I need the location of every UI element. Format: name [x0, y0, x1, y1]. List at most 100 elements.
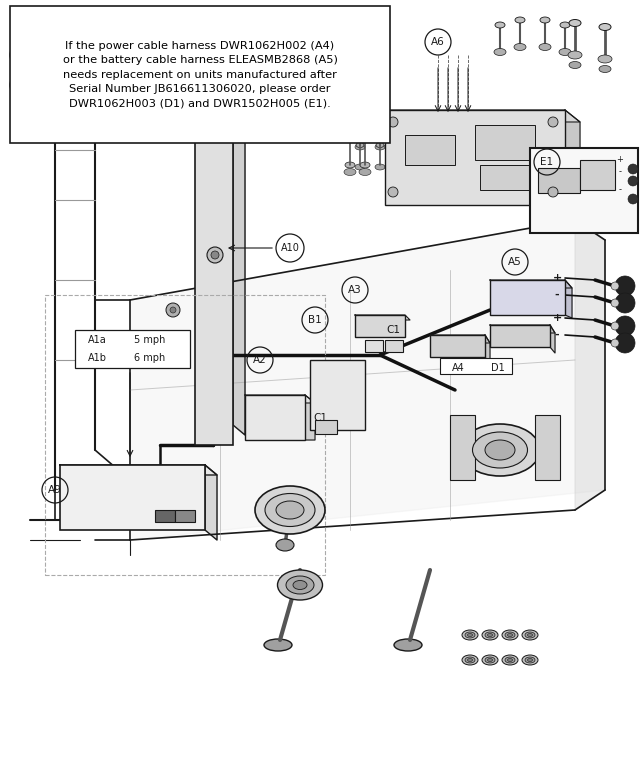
- Ellipse shape: [505, 632, 515, 638]
- Text: A3: A3: [348, 285, 362, 295]
- Ellipse shape: [482, 630, 498, 640]
- Circle shape: [628, 194, 638, 204]
- Polygon shape: [305, 395, 315, 440]
- Ellipse shape: [495, 22, 505, 28]
- Bar: [365, 340, 383, 352]
- Text: 6 mph: 6 mph: [134, 353, 166, 363]
- Text: A2: A2: [253, 355, 267, 365]
- Ellipse shape: [321, 380, 355, 420]
- Ellipse shape: [465, 657, 475, 663]
- Ellipse shape: [522, 655, 538, 665]
- Ellipse shape: [539, 44, 551, 51]
- Circle shape: [207, 247, 223, 263]
- Circle shape: [628, 164, 638, 174]
- Ellipse shape: [569, 62, 581, 69]
- Circle shape: [615, 276, 635, 296]
- Bar: [310, 360, 365, 430]
- Circle shape: [611, 299, 619, 307]
- Text: B1: B1: [308, 315, 322, 325]
- Polygon shape: [60, 465, 217, 475]
- Polygon shape: [565, 110, 580, 217]
- Ellipse shape: [494, 48, 506, 55]
- Polygon shape: [430, 335, 490, 343]
- Bar: [88, 79, 106, 93]
- Polygon shape: [575, 220, 605, 510]
- Ellipse shape: [515, 17, 525, 23]
- Text: -: -: [555, 330, 559, 340]
- Bar: [538, 168, 580, 193]
- Polygon shape: [485, 335, 490, 363]
- Bar: [195, 115, 233, 445]
- Circle shape: [211, 251, 219, 259]
- Ellipse shape: [264, 639, 292, 651]
- Bar: [155, 510, 175, 522]
- Polygon shape: [550, 325, 555, 353]
- Ellipse shape: [359, 169, 371, 176]
- Ellipse shape: [278, 570, 323, 600]
- Ellipse shape: [276, 539, 294, 551]
- Ellipse shape: [376, 142, 384, 148]
- Ellipse shape: [255, 486, 325, 534]
- Bar: [450, 415, 475, 480]
- Text: A5: A5: [508, 257, 522, 267]
- Ellipse shape: [485, 632, 495, 638]
- Text: A8: A8: [15, 50, 29, 60]
- Text: -: -: [618, 167, 621, 177]
- Text: A7: A7: [15, 80, 29, 90]
- Circle shape: [611, 322, 619, 330]
- Ellipse shape: [514, 44, 526, 51]
- Ellipse shape: [522, 630, 538, 640]
- Text: C1: C1: [313, 413, 327, 423]
- Ellipse shape: [599, 23, 611, 30]
- Bar: [440, 358, 512, 374]
- Text: -: -: [618, 186, 621, 194]
- Ellipse shape: [462, 630, 478, 640]
- Bar: [535, 415, 560, 480]
- Ellipse shape: [568, 51, 582, 59]
- Ellipse shape: [286, 576, 314, 594]
- Ellipse shape: [360, 162, 370, 168]
- Text: A6: A6: [431, 37, 445, 47]
- Circle shape: [166, 303, 180, 317]
- Bar: [385, 340, 403, 352]
- Text: A9: A9: [48, 485, 62, 495]
- Text: C1: C1: [386, 325, 400, 335]
- Ellipse shape: [293, 580, 307, 590]
- Ellipse shape: [485, 440, 515, 460]
- Ellipse shape: [599, 66, 611, 73]
- Text: +: +: [552, 313, 562, 323]
- Ellipse shape: [344, 169, 356, 176]
- Bar: [75, 330, 190, 368]
- Text: A1b: A1b: [88, 353, 106, 363]
- Text: D1: D1: [491, 363, 505, 373]
- Text: A4: A4: [452, 363, 465, 373]
- Ellipse shape: [559, 48, 571, 55]
- Text: A10: A10: [280, 243, 300, 253]
- Ellipse shape: [502, 655, 518, 665]
- Polygon shape: [130, 220, 605, 540]
- Ellipse shape: [560, 22, 570, 28]
- Circle shape: [548, 187, 558, 197]
- Text: E1: E1: [540, 157, 554, 167]
- Ellipse shape: [485, 657, 495, 663]
- Bar: [430, 335, 485, 357]
- Text: TO JOYSTICK: TO JOYSTICK: [123, 19, 179, 27]
- Bar: [490, 280, 565, 315]
- Ellipse shape: [472, 432, 527, 468]
- Ellipse shape: [376, 123, 384, 127]
- Text: 5 mph: 5 mph: [134, 335, 166, 345]
- Ellipse shape: [375, 164, 385, 170]
- Text: A1a: A1a: [88, 335, 106, 345]
- Ellipse shape: [540, 17, 550, 23]
- Ellipse shape: [467, 633, 472, 637]
- Circle shape: [388, 117, 398, 127]
- Polygon shape: [385, 110, 580, 122]
- Bar: [315, 420, 337, 434]
- Polygon shape: [490, 325, 555, 333]
- Circle shape: [548, 117, 558, 127]
- Ellipse shape: [502, 630, 518, 640]
- Ellipse shape: [375, 144, 385, 150]
- Bar: [60, 465, 205, 530]
- Ellipse shape: [505, 657, 515, 663]
- Text: +: +: [552, 273, 562, 283]
